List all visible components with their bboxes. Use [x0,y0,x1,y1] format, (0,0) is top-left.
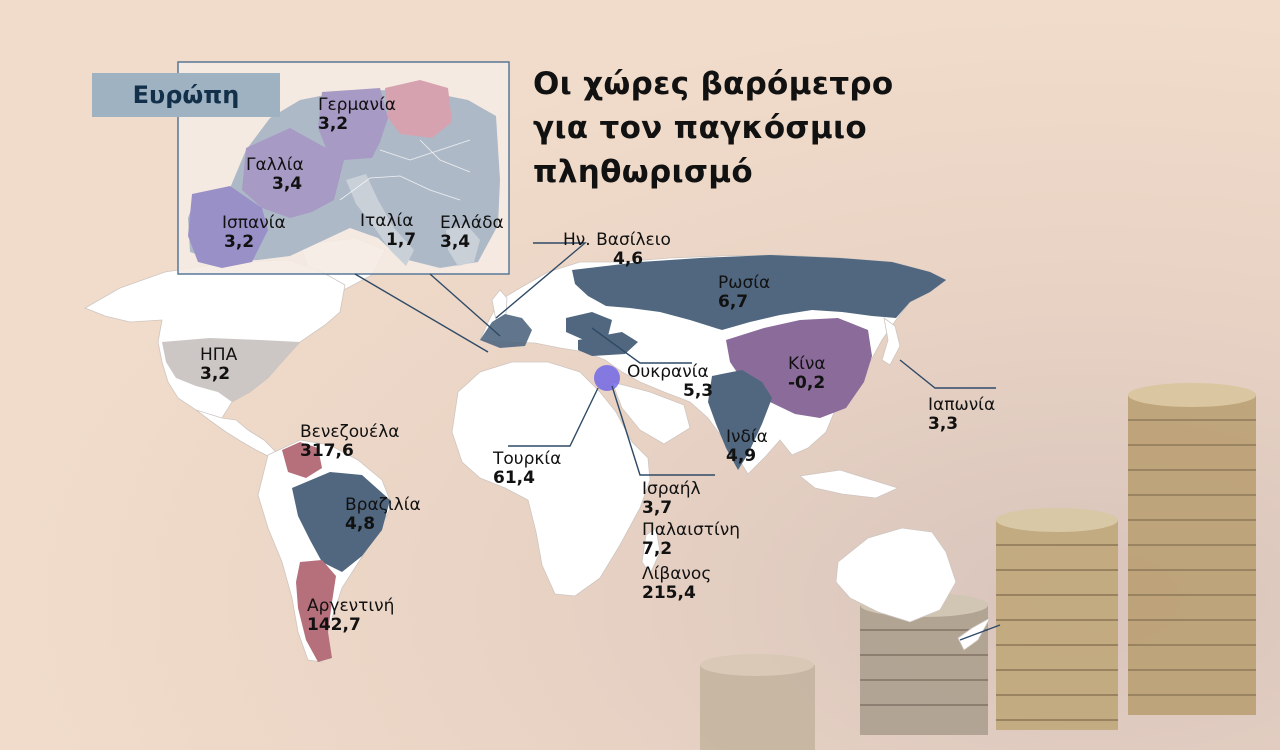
label-usa: ΗΠΑ 3,2 [200,346,237,384]
country-name: Ισραήλ [642,479,701,499]
inflation-value: 3,2 [200,364,231,384]
highlighted-countries [162,255,946,662]
label-brazil: Βραζιλία 4,8 [345,496,421,534]
label-palestine: Παλαιστίνη 7,2 [642,521,740,559]
greece-inset [446,224,480,266]
italy-inset [346,174,414,266]
coin-stack-middle [996,508,1118,730]
australia-shape [835,527,957,623]
leader-lines [354,242,1001,641]
label-venezuela: Βενεζουέλα 317,6 [300,423,399,461]
inflation-value: 4,8 [345,514,376,534]
label-ukraine: Ουκρανία 5,3 [627,363,713,401]
title-line-3: πληθωρισμό [533,154,753,190]
label-germany: Γερμανία 3,2 [318,96,396,134]
country-name: Ελλάδα [440,213,504,233]
inflation-value: 4,6 [613,249,644,269]
inflation-value: 3,4 [440,232,471,252]
label-russia: Ρωσία 6,7 [718,274,770,312]
southeast-asia-islands-shape [799,469,900,499]
coin-stacks [700,383,1256,750]
new-zealand-shape [957,616,992,651]
country-name: Ινδία [726,427,768,447]
madagascar-shape [641,527,661,575]
label-india: Ινδία 4,9 [726,428,768,466]
india-highlight [708,370,772,470]
country-name: Ουκρανία [627,362,709,382]
country-name: Ην. Βασίλειο [563,230,671,250]
label-japan: Ιαπωνία 3,3 [928,396,995,434]
country-name: Ιαπωνία [928,395,996,415]
inflation-value: 61,4 [493,468,535,488]
coin-stack-small [700,654,815,750]
inflation-value: 5,3 [683,381,714,401]
japan-shape [881,317,901,366]
label-lebanon: Λίβανος 215,4 [642,565,711,603]
france-inset [242,128,344,218]
country-name: Ρωσία [718,273,771,293]
label-italy: Ιταλία 1,7 [360,212,416,250]
spain-inset [188,186,268,268]
usa-highlight [162,338,300,402]
country-name: Παλαιστίνη [642,520,741,540]
country-name: ΗΠΑ [200,345,238,365]
germany-inset [318,88,388,160]
label-uk: Ην. Βασίλειο 4,6 [563,231,671,269]
label-turkey: Τουρκία 61,4 [493,450,561,488]
inflation-value: 3,2 [224,232,255,252]
country-name: Ισπανία [222,213,286,233]
country-name: Κίνα [788,354,826,374]
inflation-value: 1,7 [386,230,417,250]
label-greece: Ελλάδα 3,4 [440,214,504,252]
brazil-highlight [292,472,390,572]
country-name: Τουρκία [493,449,562,469]
label-china: Κίνα -0,2 [788,355,826,393]
country-name: Γαλλία [246,155,304,175]
inflation-value: -0,2 [788,373,826,393]
poland-inset [385,80,452,138]
label-argentina: Αργεντινή 142,7 [307,597,394,635]
middle-east-marker [594,365,620,391]
inflation-value: 215,4 [642,583,696,603]
country-name: Λίβανος [642,564,712,584]
country-name: Γερμανία [318,95,396,115]
arabia-shape [611,381,691,445]
coin-stack-right [1128,383,1256,715]
argentina-highlight [296,560,336,662]
europe-inset-label: Ευρώπη [92,73,280,117]
inflation-value: 4,9 [726,446,757,466]
inflation-value: 3,7 [642,498,673,518]
country-name: Αργεντινή [307,596,395,616]
inflation-value: 142,7 [307,615,361,635]
label-france: Γαλλία 3,4 [246,156,304,194]
inflation-value: 317,6 [300,441,354,461]
russia-highlight [572,255,946,330]
country-name: Ιταλία [360,211,414,231]
label-israel: Ισραήλ 3,7 [642,480,701,518]
label-spain: Ισπανία 3,2 [222,214,286,252]
inflation-value: 3,3 [928,414,959,434]
chart-title: Οι χώρες βαρόμετρο για τον παγκόσμιο πλη… [533,62,894,194]
venezuela-highlight [282,442,322,478]
title-line-2: για τον παγκόσμιο [533,110,867,146]
country-name: Βραζιλία [345,495,421,515]
africa-shape [451,361,651,597]
country-name: Βενεζουέλα [300,422,400,442]
western-europe-highlight [480,314,532,348]
ukraine-highlight [566,312,612,340]
inflation-value: 3,2 [318,114,349,134]
inflation-value: 3,4 [272,174,303,194]
central-america-shape [195,409,277,457]
inflation-value: 6,7 [718,292,749,312]
inflation-value: 7,2 [642,539,673,559]
title-line-1: Οι χώρες βαρόμετρο [533,66,894,102]
